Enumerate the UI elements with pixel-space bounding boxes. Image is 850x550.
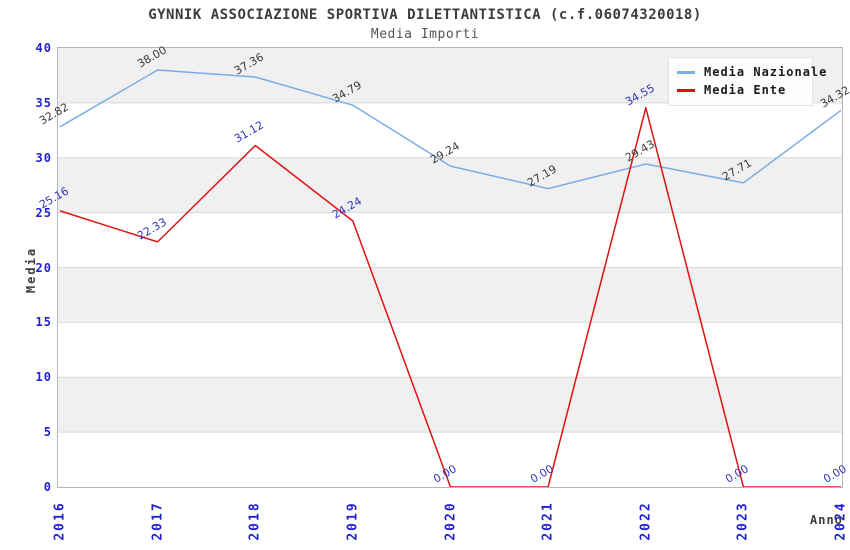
y-tick-label: 5 [43,425,52,440]
y-tick-label: 25 [35,205,52,220]
legend-line-swatch-red [677,88,695,92]
chart-title: GYNNIK ASSOCIAZIONE SPORTIVA DILETTANTIS… [148,7,702,23]
x-axis-title: Anno [810,513,843,527]
background-band [58,157,842,213]
x-tick-label: 2020 [443,501,458,541]
x-tick-label: 2017 [150,501,166,541]
x-tick-label: 2018 [247,501,263,541]
background-band [58,377,842,433]
x-tick-label: 2022 [638,501,654,541]
x-tick-label: 2024 [833,501,849,541]
y-tick-label: 35 [35,95,52,110]
legend-label: Media Ente [704,83,787,97]
x-tick-label: 2019 [345,501,361,541]
legend-item-media-ente: Media Ente [677,82,804,98]
chart-plot-area [57,47,843,488]
y-tick-label: 15 [35,315,52,330]
y-tick-label: 20 [35,260,52,275]
y-tick-label: 10 [35,370,52,385]
background-band [58,267,842,323]
x-tick-label: 2021 [540,501,556,541]
y-tick-label: 0 [43,480,52,494]
series-line-media-nazionale [59,69,842,190]
legend-line-swatch-blue [677,70,695,74]
y-tick-label: 30 [35,150,52,165]
x-tick-label: 2023 [735,501,751,541]
legend-label: Media Nazionale [704,65,828,79]
legend-item-media-nazionale: Media Nazionale [677,64,826,80]
x-tick-label: 2016 [52,501,68,541]
chart-subtitle: Media Importi [370,27,480,42]
legend: Media Nazionale Media Ente [668,57,826,106]
y-tick-label: 40 [35,41,52,55]
chart-canvas [58,48,842,487]
series-line-media-ente [59,107,841,487]
